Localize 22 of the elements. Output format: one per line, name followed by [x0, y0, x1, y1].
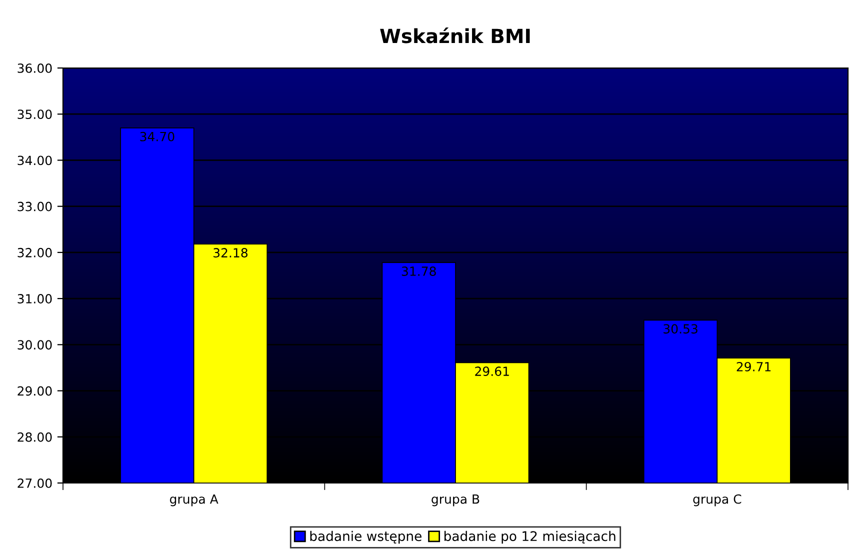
data-label: 30.53 [664, 324, 698, 334]
legend-label: badanie wstępne [310, 530, 422, 544]
data-label: 29.71 [736, 362, 771, 372]
y-tick-label: 35.00 [18, 110, 52, 120]
y-tick-label: 29.00 [18, 386, 52, 396]
y-tick-label: 33.00 [18, 202, 52, 212]
y-tick-label: 32.00 [18, 248, 52, 258]
data-label: 32.18 [214, 248, 248, 258]
data-label: 34.70 [140, 132, 174, 142]
y-tick-label: 34.00 [18, 156, 52, 166]
data-label: 29.61 [475, 366, 509, 376]
chart-title: Wskaźnik BMI [380, 27, 530, 44]
y-tick-label: 28.00 [18, 432, 52, 442]
x-tick-label: grupa C [693, 494, 742, 506]
y-tick-label: 36.00 [18, 63, 52, 73]
x-tick-label: grupa A [170, 494, 218, 506]
y-tick-label: 30.00 [18, 340, 52, 350]
x-tick-label: grupa B [432, 494, 480, 506]
y-tick-label: 27.00 [18, 478, 52, 488]
data-label: 31.78 [402, 266, 436, 276]
legend-label: badanie po 12 miesiącach [444, 530, 616, 544]
y-tick-label: 31.00 [18, 294, 52, 304]
